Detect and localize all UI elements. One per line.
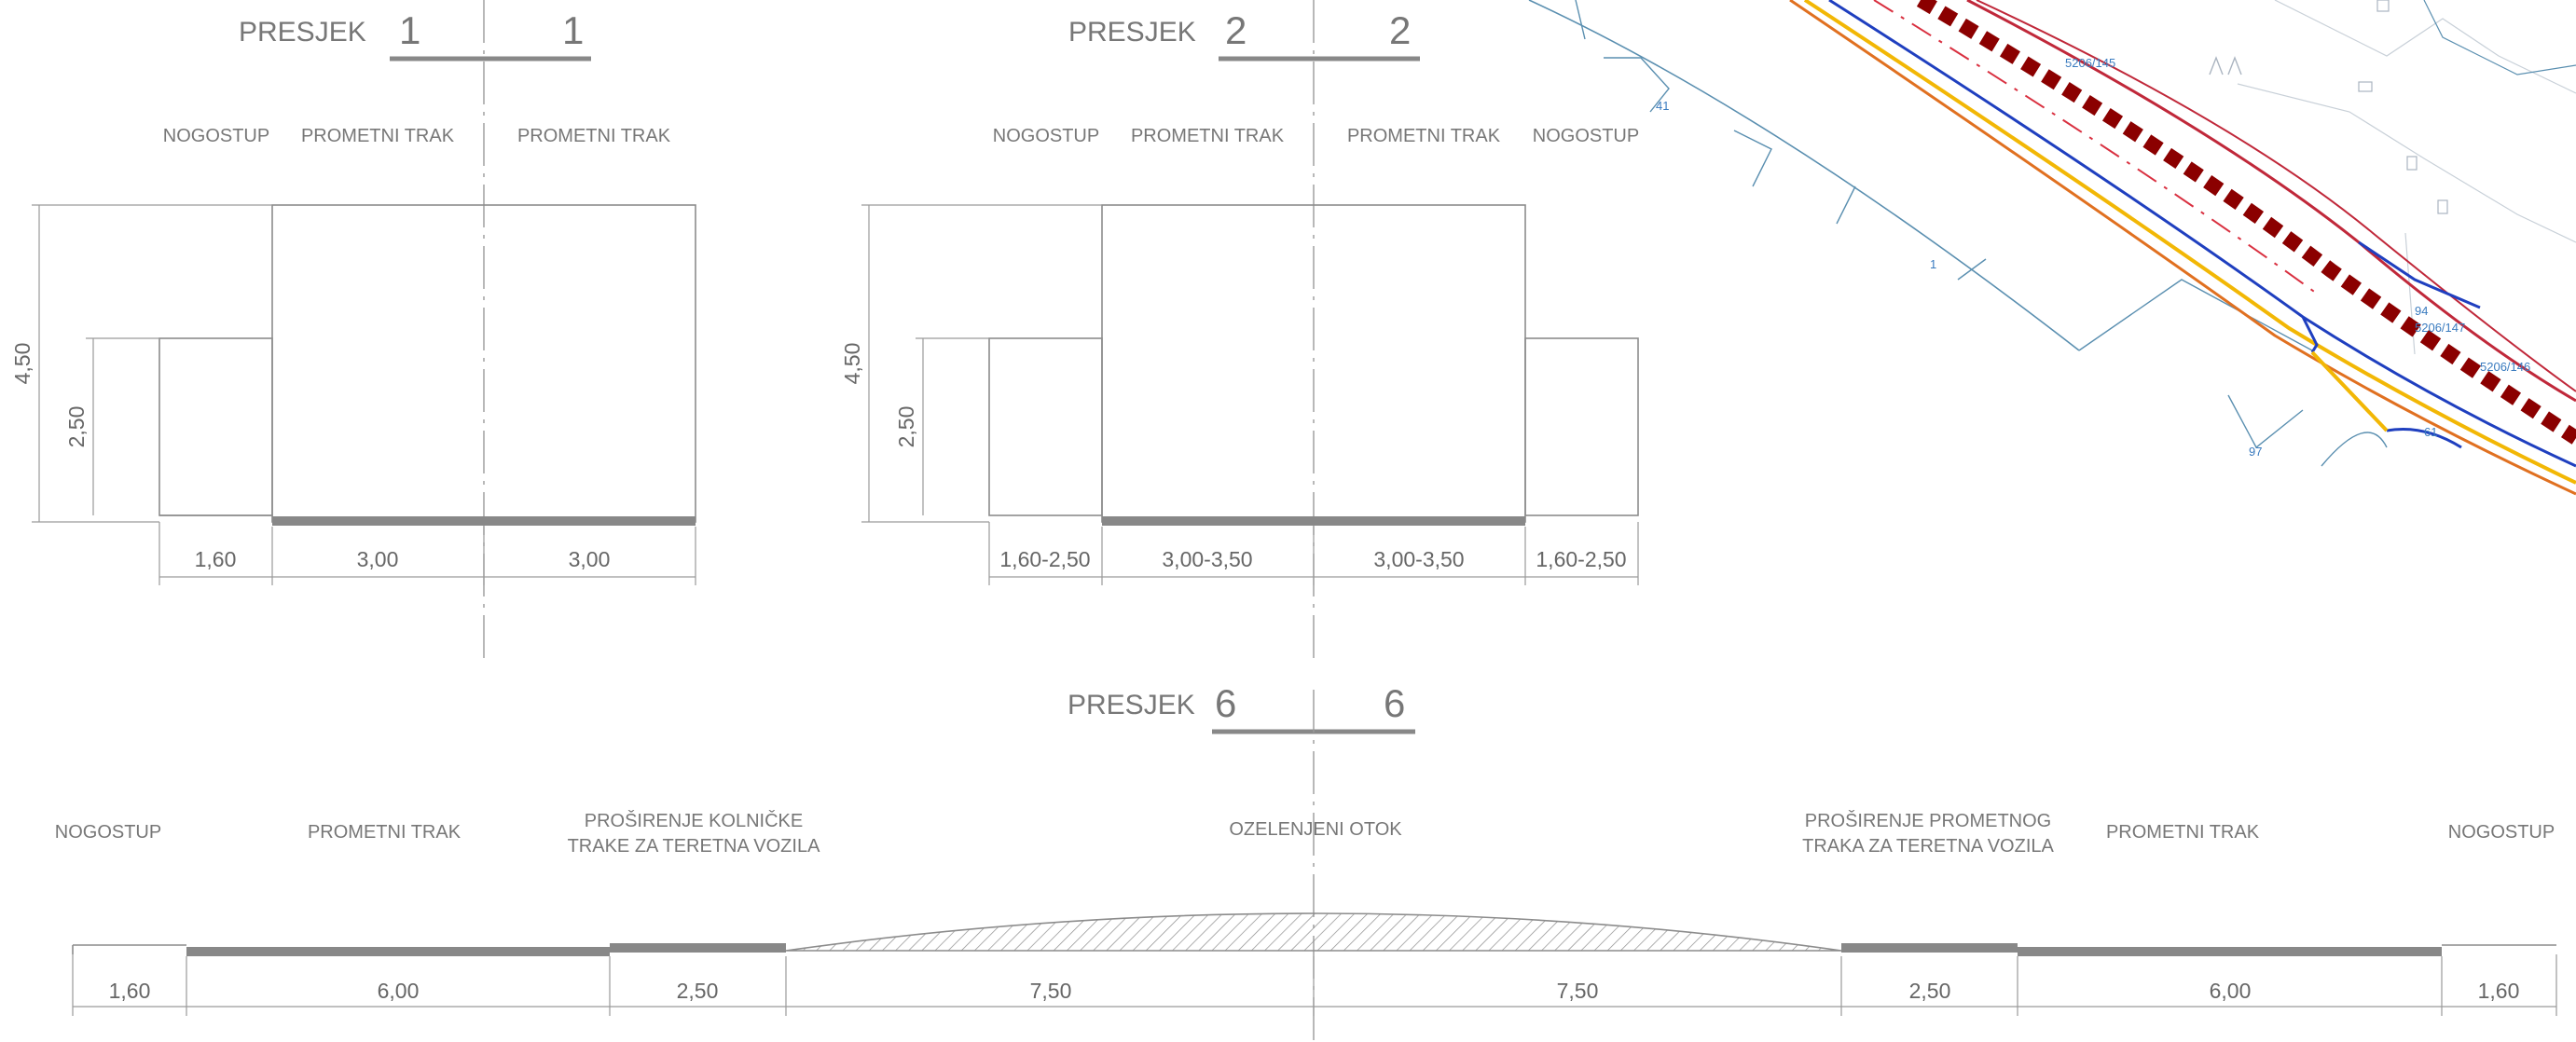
road-branch-blue-3 [2301, 316, 2319, 353]
parcel-line-7 [2227, 394, 2304, 449]
section-6-width-sidewalk-left: 1,60 [109, 979, 151, 1003]
section-6-width-island-right: 7,50 [1557, 979, 1599, 1003]
section-1-title: PRESJEK [239, 17, 366, 48]
section-6-label-sidewalk-right: NOGOSTUP [2448, 822, 2555, 843]
section-2-height-total: 4,50 [840, 343, 864, 385]
parcel-line-1 [1575, 0, 1586, 40]
section-2-num-right: 2 [1389, 8, 1411, 52]
section-2-width-sidewalk-right: 1,60-2,50 [1536, 547, 1626, 571]
section-1-width-sidewalk: 1,60 [195, 547, 237, 571]
vegetation-symbol [2209, 56, 2242, 75]
section-2-height-inner: 2,50 [894, 406, 918, 448]
section-2-width-lane-left: 3,00-3,50 [1162, 547, 1252, 571]
road-edge-red [1966, 0, 2576, 403]
parcel-line-10 [2237, 83, 2576, 243]
section-6-label-widening-left-2: TRAKE ZA TERETNA VOZILA [568, 836, 820, 857]
parcel-line-5 [1957, 258, 1987, 281]
section-6-label-lane-right: PROMETNI TRAK [2106, 822, 2260, 843]
map-label-4: 41 [1656, 99, 1669, 113]
map-label-5: 97 [2249, 445, 2262, 459]
section-1-sidewalk-clearance [158, 337, 273, 516]
section-6: PRESJEK 6 6 NOGOSTUP PROMETNI TRAK PROŠI… [55, 681, 2557, 1042]
map-label-7: 61 [2424, 425, 2437, 439]
section-6-label-lane-left: PROMETNI TRAK [308, 822, 461, 843]
parcel-line-3 [1733, 130, 1772, 187]
section-2-num-left: 2 [1225, 8, 1247, 52]
map-label-3: 1 [1930, 257, 1936, 271]
section-2-width-lane-right: 3,00-3,50 [1373, 547, 1464, 571]
section-6-width-island-left: 7,50 [1030, 979, 1072, 1003]
section-1-height-total: 4,50 [10, 343, 34, 385]
site-plan-fragment: 5206/145 5206/146 5206/147 1 41 97 94 61 [1528, 0, 2576, 496]
road-edge-yellow [1803, 0, 2576, 485]
section-2-width-sidewalk-left: 1,60-2,50 [999, 547, 1090, 571]
section-2-label-lane-left: PROMETNI TRAK [1131, 126, 1285, 146]
section-6-width-lane-left: 6,00 [378, 979, 420, 1003]
section-1-label-sidewalk: NOGOSTUP [163, 126, 269, 146]
map-label-6: 94 [2415, 304, 2428, 318]
map-label-1: 5206/146 [2480, 360, 2530, 374]
parcel-line-8 [2321, 432, 2388, 467]
section-6-label-green-island: OZELENJENI OTOK [1229, 819, 1402, 840]
section-1: PRESJEK 1 1 NOGOSTUP PROMETNI TRAK PROME… [10, 0, 696, 660]
building-symbol-4 [2358, 81, 2373, 92]
road-branch-blue [2358, 240, 2481, 309]
section-2-sidewalk-left-clearance [988, 337, 1103, 516]
section-6-label-widening-right-1: PROŠIRENJE PROMETNOG [1805, 810, 2051, 831]
section-1-num-left: 1 [399, 8, 420, 52]
road-edge-red-2 [1976, 0, 2576, 392]
section-6-num-right: 6 [1384, 681, 1405, 725]
building-symbol-3 [2437, 199, 2448, 214]
parcel-line-12 [2423, 0, 2576, 75]
section-6-width-sidewalk-right: 1,60 [2478, 979, 2520, 1003]
section-2: PRESJEK 2 2 NOGOSTUP PROMETNI TRAK PROME… [840, 0, 1639, 660]
section-2-label-sidewalk-left: NOGOSTUP [993, 126, 1099, 146]
section-2-label-sidewalk-right: NOGOSTUP [1533, 126, 1639, 146]
map-label-2: 5206/147 [2415, 321, 2465, 335]
section-1-label-lane-right: PROMETNI TRAK [517, 126, 671, 146]
section-6-label-widening-left-1: PROŠIRENJE KOLNIČKE [585, 810, 804, 831]
section-1-label-lane-left: PROMETNI TRAK [301, 126, 455, 146]
parcel-boundary [1528, 0, 2080, 351]
parcel-line-6 [2078, 279, 2313, 351]
parcel-line-4 [1836, 185, 1856, 225]
road-branch-yellow [2310, 350, 2389, 432]
section-6-num-left: 6 [1215, 681, 1236, 725]
road-edge-blue [1828, 0, 2576, 468]
section-2-sidewalk-right-clearance [1524, 337, 1639, 516]
parcel-line-2 [1604, 57, 1670, 113]
section-6-width-widening-left: 2,50 [677, 979, 719, 1003]
section-2-label-lane-right: PROMETNI TRAK [1347, 126, 1501, 146]
section-6-green-island [785, 912, 1842, 952]
section-1-width-lane-right: 3,00 [569, 547, 611, 571]
road-branch-blue-2 [2386, 427, 2462, 449]
map-label-0: 5206/145 [2065, 56, 2115, 70]
road-axis-dashed [1916, 0, 2576, 445]
section-1-num-right: 1 [562, 8, 584, 52]
section-6-title: PRESJEK [1068, 690, 1195, 720]
section-1-width-lane-left: 3,00 [357, 547, 399, 571]
parcel-line-9 [2274, 0, 2576, 94]
section-2-title: PRESJEK [1068, 17, 1196, 48]
road-edge-outer-orange [1789, 0, 2576, 496]
section-6-width-lane-right: 6,00 [2210, 979, 2252, 1003]
section-6-width-widening-right: 2,50 [1909, 979, 1951, 1003]
building-symbol-2 [2406, 156, 2418, 171]
section-1-height-inner: 2,50 [64, 406, 89, 448]
building-symbol-1 [2376, 0, 2390, 12]
section-6-label-widening-right-2: TRAKA ZA TERETNA VOZILA [1802, 836, 2054, 857]
section-6-label-sidewalk-left: NOGOSTUP [55, 822, 161, 843]
